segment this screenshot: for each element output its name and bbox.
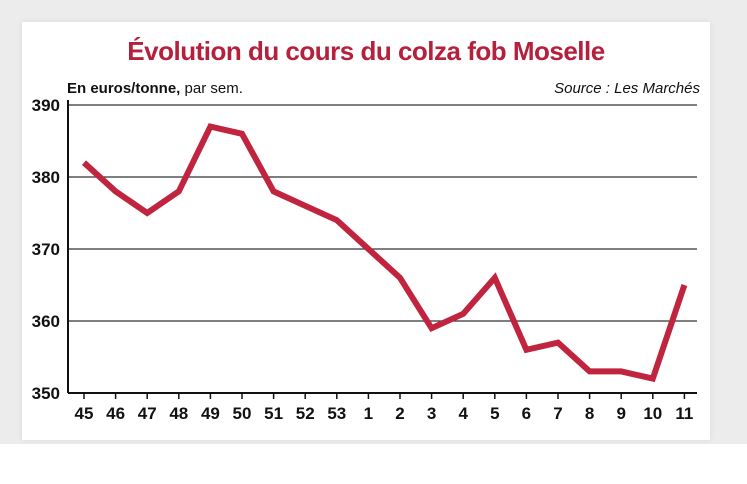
x-axis-ticks: 45 46 47 48 49 50 51 52 53 1 2 3 4 5 6 7 8 9 10 11 <box>75 393 693 423</box>
x-tick-label-8: 8 <box>585 404 594 423</box>
x-tick-label-50: 50 <box>233 404 252 423</box>
page-below-chart <box>0 444 747 484</box>
unit-label-bold: En euros/tonne, <box>67 80 181 97</box>
x-tick-label-48: 48 <box>169 404 188 423</box>
unit-label-rest: par sem. <box>180 80 243 97</box>
x-tick-label-53: 53 <box>327 404 346 423</box>
x-tick-label-3: 3 <box>427 404 436 423</box>
series-line-0 <box>81 123 688 383</box>
y-tick-label-390: 390 <box>32 96 60 115</box>
x-tick-label-47: 47 <box>138 404 157 423</box>
series-group <box>81 123 688 383</box>
x-tick-label-46: 46 <box>106 404 125 423</box>
chart-title: Évolution du cours du colza fob Moselle <box>127 36 605 66</box>
y-tick-label-380: 380 <box>32 168 60 187</box>
x-tick-label-51: 51 <box>264 404 283 423</box>
x-tick-label-2: 2 <box>395 404 404 423</box>
x-tick-label-5: 5 <box>490 404 499 423</box>
chart-card: Évolution du cours du colza fob Moselle … <box>22 22 710 440</box>
axes <box>67 100 697 394</box>
x-tick-label-9: 9 <box>616 404 625 423</box>
x-tick-label-7: 7 <box>553 404 562 423</box>
x-tick-label-6: 6 <box>522 404 531 423</box>
x-tick-label-1: 1 <box>364 404 373 423</box>
x-tick-label-11: 11 <box>675 404 693 423</box>
y-tick-label-360: 360 <box>32 312 60 331</box>
unit-label: En euros/tonne, par sem. <box>67 80 243 97</box>
x-tick-label-4: 4 <box>458 404 468 423</box>
y-tick-label-370: 370 <box>32 240 60 259</box>
x-tick-label-49: 49 <box>201 404 220 423</box>
grid-lines <box>68 104 697 322</box>
x-tick-label-52: 52 <box>296 404 315 423</box>
y-axis-ticks: 350 360 370 380 390 <box>32 96 60 403</box>
y-tick-label-350: 350 <box>32 384 60 403</box>
x-tick-label-45: 45 <box>75 404 94 423</box>
x-tick-label-10: 10 <box>643 404 662 423</box>
source-label: Source : Les Marchés <box>554 80 700 97</box>
